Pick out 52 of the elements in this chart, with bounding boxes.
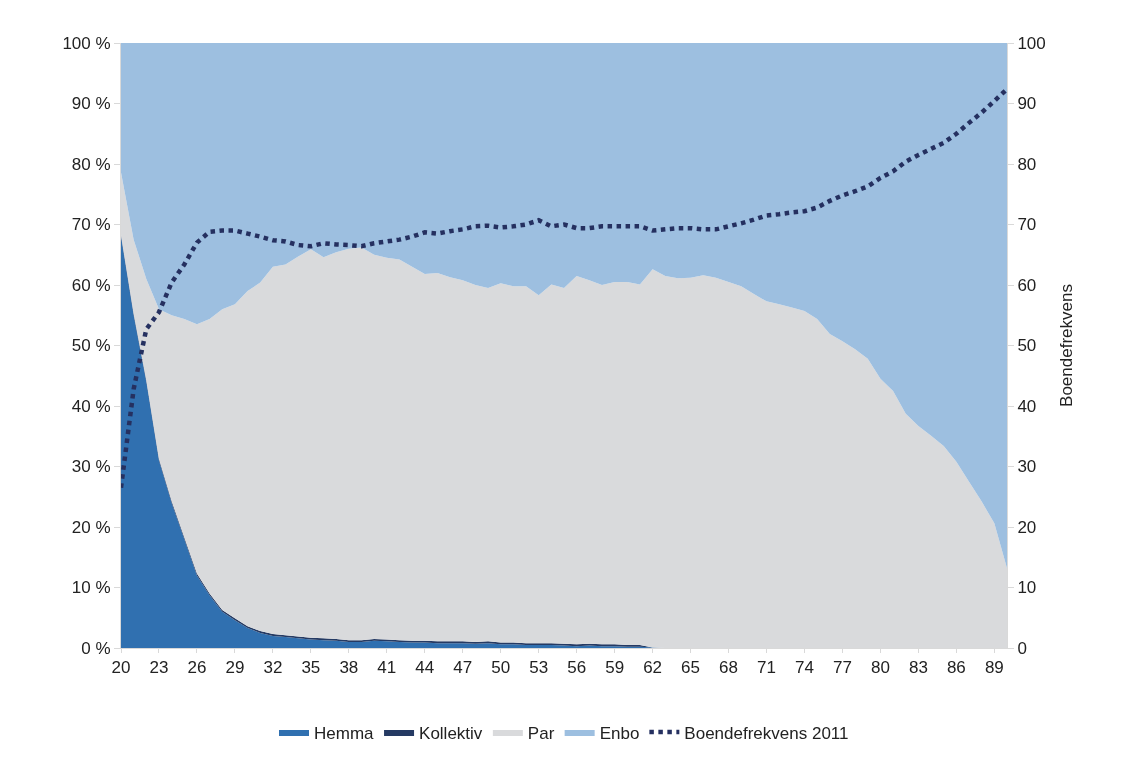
y-tick-label: 20 % xyxy=(71,517,111,537)
x-tick-label: 89 xyxy=(984,658,1004,678)
x-tick-label: 32 xyxy=(263,658,283,678)
x-tick-label: 20 xyxy=(111,658,131,678)
x-tick-label: 65 xyxy=(681,658,701,678)
y2-tick-label: 10 xyxy=(1017,578,1037,598)
y2-tick-label: 60 xyxy=(1017,275,1037,295)
y2-tick-label: 0 xyxy=(1017,638,1027,658)
y-tick-label: 100 % xyxy=(62,33,111,53)
x-tick-label: 56 xyxy=(567,658,587,678)
x-tick-label: 68 xyxy=(719,658,738,678)
y-tick-label: 30 % xyxy=(71,457,111,477)
x-tick-label: 83 xyxy=(908,658,928,678)
x-tick-label: 71 xyxy=(757,658,776,678)
x-tick-label: 29 xyxy=(225,658,245,678)
y-tick-label: 60 % xyxy=(71,275,111,295)
x-tick-label: 23 xyxy=(149,658,169,678)
x-tick-label: 80 xyxy=(870,658,890,678)
x-tick-label: 86 xyxy=(946,658,966,678)
y-tick-label: 40 % xyxy=(71,396,111,416)
x-tick-label: 59 xyxy=(605,658,625,678)
x-tick-label: 50 xyxy=(491,658,511,678)
legend-label: Boendefrekvens 2011 xyxy=(684,723,849,743)
x-tick-label: 53 xyxy=(529,658,549,678)
y-tick-label: 0 % xyxy=(81,638,111,658)
y-tick-label: 50 % xyxy=(71,336,111,356)
y2-tick-label: 80 xyxy=(1017,154,1037,174)
y2-tick-label: 100 xyxy=(1017,33,1046,53)
y2-tick-label: 70 xyxy=(1017,215,1037,235)
legend-label: Kollektiv xyxy=(419,723,483,743)
y2-tick-label: 20 xyxy=(1017,517,1037,537)
legend-label: Enbo xyxy=(599,723,640,743)
y-tick-label: 10 % xyxy=(71,578,111,598)
x-tick-label: 38 xyxy=(339,658,359,678)
x-tick-label: 26 xyxy=(187,658,207,678)
y2-tick-label: 40 xyxy=(1017,396,1037,416)
y2-axis-title: Boendefrekvens xyxy=(1057,284,1077,407)
x-tick-label: 77 xyxy=(833,658,852,678)
y2-tick-label: 50 xyxy=(1017,336,1037,356)
y-tick-label: 80 % xyxy=(71,154,111,174)
y2-tick-label: 30 xyxy=(1017,457,1037,477)
y-tick-label: 70 % xyxy=(71,215,111,235)
x-tick-label: 47 xyxy=(453,658,473,678)
x-tick-label: 62 xyxy=(643,658,663,678)
x-tick-label: 35 xyxy=(301,658,321,678)
legend-label: Par xyxy=(527,723,555,743)
y2-tick-label: 90 xyxy=(1017,94,1037,114)
x-tick-label: 44 xyxy=(415,658,435,678)
y-tick-label: 90 % xyxy=(71,94,111,114)
legend-label: Hemma xyxy=(314,723,375,743)
x-tick-label: 74 xyxy=(795,658,814,678)
x-tick-label: 41 xyxy=(377,658,397,678)
